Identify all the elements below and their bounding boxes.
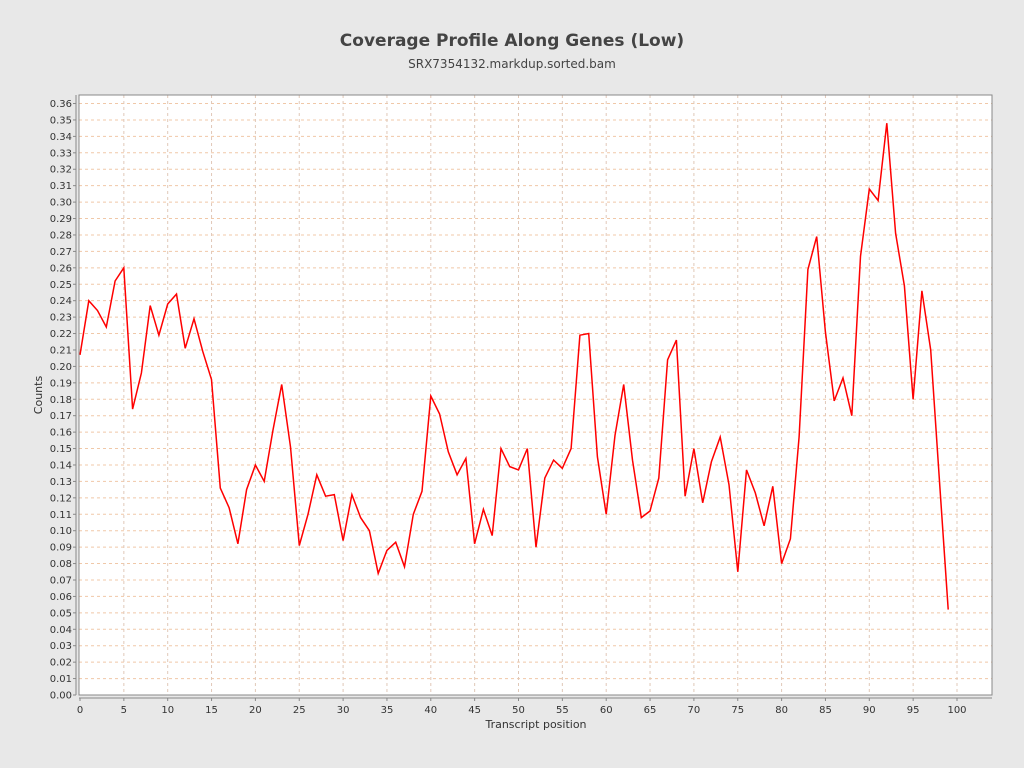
series-layer	[79, 123, 949, 610]
y-tick-label: 0.26	[50, 263, 72, 274]
x-tick-label: 50	[512, 705, 525, 716]
y-tick-label: 0.27	[50, 247, 72, 258]
y-tick-label: 0.17	[50, 411, 72, 422]
y-tick-label: 0.07	[50, 575, 72, 586]
y-tick-label: 0.20	[50, 362, 72, 373]
y-tick-label: 0.02	[50, 658, 72, 669]
y-tick-label: 0.30	[50, 198, 72, 209]
y-tick-label: 0.16	[50, 428, 72, 439]
y-tick-label: 0.01	[50, 674, 72, 685]
y-tick-label: 0.10	[50, 526, 72, 537]
x-tick-label: 70	[688, 705, 701, 716]
y-tick-label: 0.22	[50, 329, 72, 340]
x-axis-label: Transcript position	[484, 718, 586, 731]
y-ticks: 0.00 0.01 0.02 0.03 0.04 0.05 0.06 0.07 0.08 0.09…	[50, 99, 76, 702]
y-tick-label: 0.19	[50, 378, 72, 389]
y-tick-label: 0.35	[50, 115, 72, 126]
y-tick-label: 0.23	[50, 313, 72, 324]
y-axis-label: Counts	[32, 376, 45, 415]
x-tick-label: 55	[556, 705, 569, 716]
y-tick-label: 0.03	[50, 641, 72, 652]
x-tick-label: 65	[644, 705, 657, 716]
x-tick-label: 30	[337, 705, 350, 716]
x-tick-label: 10	[161, 705, 174, 716]
x-tick-label: 85	[819, 705, 832, 716]
x-tick-label: 35	[381, 705, 394, 716]
y-tick-label: 0.28	[50, 230, 72, 241]
chart-title: Coverage Profile Along Genes (Low)	[339, 31, 685, 51]
x-tick-label: 75	[731, 705, 744, 716]
x-tick-label: 100	[947, 705, 966, 716]
y-tick-label: 0.36	[50, 99, 72, 110]
y-tick-label: 0.21	[50, 345, 72, 356]
x-tick-label: 5	[121, 705, 127, 716]
chart-subtitle: SRX7354132.markdup.sorted.bam	[408, 57, 616, 71]
x-tick-label: 90	[863, 705, 876, 716]
x-tick-label: 20	[249, 705, 262, 716]
y-tick-label: 0.31	[50, 181, 72, 192]
y-tick-label: 0.15	[50, 444, 72, 455]
y-tick-label: 0.05	[50, 608, 72, 619]
y-tick-label: 0.24	[50, 296, 72, 307]
plot-area	[79, 95, 992, 695]
y-tick-label: 0.34	[50, 132, 72, 143]
grid	[79, 95, 992, 695]
series-line-coverage	[79, 123, 949, 610]
y-tick-label: 0.00	[50, 691, 72, 702]
x-ticks: 0 5 10 15 20 25 30 35 40 45 50 55 60 65 70 75 80 85 90 95 10…	[77, 698, 967, 716]
plot-border	[78, 94, 993, 696]
y-tick-label: 0.33	[50, 148, 72, 159]
x-tick-label: 0	[77, 705, 83, 716]
x-tick-label: 25	[293, 705, 306, 716]
x-tick-label: 95	[907, 705, 920, 716]
x-tick-label: 80	[775, 705, 788, 716]
x-tick-label: 45	[468, 705, 481, 716]
x-tick-label: 60	[600, 705, 613, 716]
y-tick-label: 0.08	[50, 559, 72, 570]
y-tick-label: 0.14	[50, 460, 72, 471]
y-tick-label: 0.25	[50, 280, 72, 291]
y-tick-label: 0.12	[50, 493, 72, 504]
y-tick-label: 0.04	[50, 625, 72, 636]
x-tick-label: 15	[205, 705, 218, 716]
y-tick-label: 0.06	[50, 592, 72, 603]
y-tick-label: 0.13	[50, 477, 72, 488]
y-tick-label: 0.32	[50, 165, 72, 176]
x-tick-label: 40	[424, 705, 437, 716]
y-tick-label: 0.29	[50, 214, 72, 225]
y-tick-label: 0.11	[50, 510, 72, 521]
y-tick-label: 0.18	[50, 395, 72, 406]
y-tick-label: 0.09	[50, 543, 72, 554]
